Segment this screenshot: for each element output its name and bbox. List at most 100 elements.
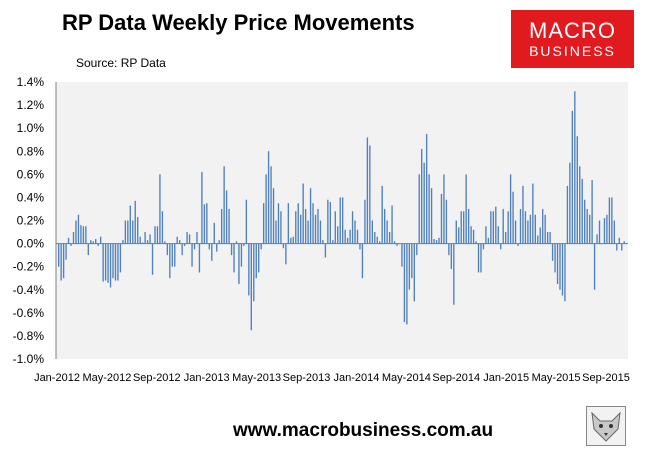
bar [344, 229, 346, 244]
bar [211, 243, 213, 261]
bar [502, 208, 504, 244]
bar [324, 243, 327, 258]
bar [534, 214, 536, 244]
bar [181, 243, 183, 256]
bar [571, 110, 574, 244]
bar [383, 208, 386, 244]
bar [450, 243, 453, 269]
bar [401, 243, 403, 267]
bar [576, 136, 578, 244]
bar [240, 243, 243, 267]
bar [517, 243, 519, 246]
bar [497, 226, 499, 244]
bar [95, 238, 97, 244]
bar [606, 214, 608, 244]
bar [166, 243, 169, 256]
logo-line-macro: MACRO [529, 18, 616, 43]
bar [169, 243, 171, 279]
bar [342, 197, 344, 244]
bar [154, 226, 156, 244]
bar [593, 243, 596, 290]
bar [179, 240, 181, 244]
bar [381, 185, 383, 244]
bar [356, 229, 359, 244]
bar [369, 145, 371, 244]
x-tick-label: May-2012 [82, 372, 131, 384]
bar [366, 137, 369, 244]
bar [408, 243, 411, 290]
bar [467, 208, 470, 244]
bar [549, 232, 551, 244]
bar [82, 226, 85, 244]
bar [262, 203, 265, 244]
bar [122, 240, 124, 244]
bar [349, 229, 351, 244]
bar [90, 240, 92, 244]
bar [208, 243, 210, 250]
bar [465, 174, 467, 244]
bar [87, 243, 89, 256]
bar [425, 133, 428, 244]
bar [418, 174, 420, 244]
bar [304, 208, 307, 244]
bar [196, 232, 198, 244]
bar [161, 211, 164, 244]
x-tick-label: Jan-2013 [184, 372, 230, 384]
bar [581, 178, 583, 244]
x-tick-label: Sep-2014 [432, 372, 480, 384]
bar [183, 243, 186, 246]
bar [297, 203, 299, 244]
bar [228, 208, 230, 244]
bar [149, 234, 151, 244]
bar [374, 232, 376, 244]
bar [453, 243, 455, 305]
bar [507, 211, 509, 244]
bar [542, 208, 544, 244]
x-tick-label: Jan-2015 [483, 372, 529, 384]
bar [504, 232, 507, 244]
bar [364, 199, 366, 244]
bar [75, 220, 77, 244]
bar [433, 238, 435, 244]
bar [475, 241, 477, 244]
x-tick-label: Sep-2012 [133, 372, 181, 384]
bar [104, 243, 107, 281]
bar [564, 243, 566, 302]
bar [290, 237, 292, 244]
y-tick-label: -0.4% [13, 283, 45, 297]
bar [159, 174, 161, 244]
bar [171, 243, 173, 267]
chart-title: RP Data Weekly Price Movements [62, 10, 415, 35]
bar [117, 243, 119, 281]
bar [317, 208, 319, 244]
bar [243, 243, 245, 246]
bar [490, 211, 492, 244]
footer-url[interactable]: www.macrobusiness.com.au [233, 420, 494, 441]
bar [322, 240, 324, 244]
y-tick-label: -0.6% [13, 306, 45, 320]
bar [561, 243, 564, 296]
bar [480, 243, 482, 273]
bar [337, 226, 339, 244]
bar [623, 241, 625, 244]
bar [267, 151, 270, 244]
bar [97, 243, 99, 246]
bar [99, 236, 102, 244]
bar [391, 205, 393, 244]
bar [114, 243, 117, 281]
bar [522, 185, 524, 244]
bar [596, 234, 598, 244]
bar [574, 91, 576, 244]
y-tick-label: 0.2% [17, 214, 45, 228]
bar [176, 236, 178, 244]
bar [146, 240, 149, 244]
bar [309, 188, 312, 244]
y-tick-label: 1.4% [17, 75, 45, 89]
x-tick-labels: Jan-2012 May-2012 Sep-2012 Jan-2013 May-2013… [34, 372, 630, 384]
bar [443, 174, 445, 244]
bar [537, 235, 539, 244]
bar [611, 197, 613, 244]
bar [265, 174, 267, 244]
bar [616, 243, 618, 251]
bar [371, 220, 373, 244]
